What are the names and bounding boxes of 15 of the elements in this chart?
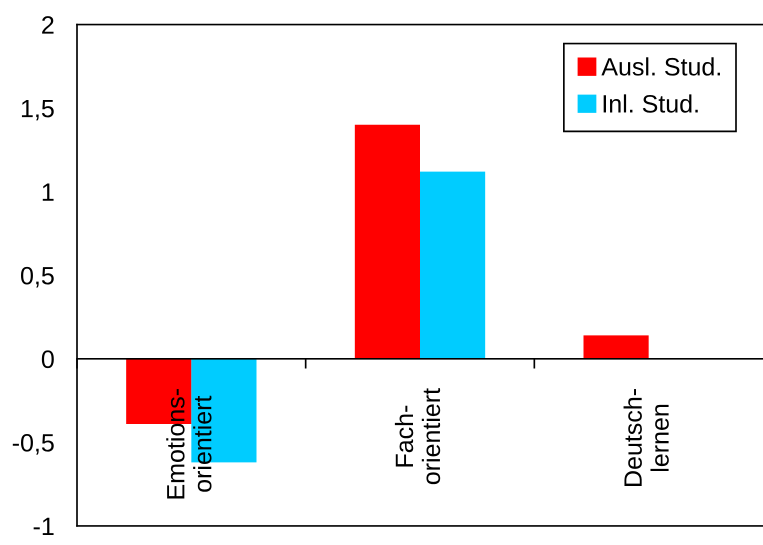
- y-tick-label: 0,5: [21, 266, 54, 288]
- x-tick-label: Fach- orientiert: [394, 388, 440, 484]
- y-tick-label: -1: [34, 518, 54, 535]
- bar: [354, 124, 420, 359]
- legend-label: Ausl. Stud.: [601, 57, 720, 76]
- bar: [420, 172, 486, 359]
- y-tick-label: 2: [42, 16, 54, 34]
- y-tick-label: -0,5: [12, 434, 54, 455]
- y-tick-label: 1,5: [22, 100, 54, 120]
- bar: [583, 335, 649, 359]
- legend-label: Inl. Stud.: [604, 94, 698, 113]
- x-tick-label: Emotions- orientiert: [166, 389, 212, 498]
- x-tick-label: Deutsch- lernen: [624, 389, 669, 486]
- y-tick-label: 0: [42, 350, 54, 368]
- y-tick-label: 1: [42, 184, 54, 201]
